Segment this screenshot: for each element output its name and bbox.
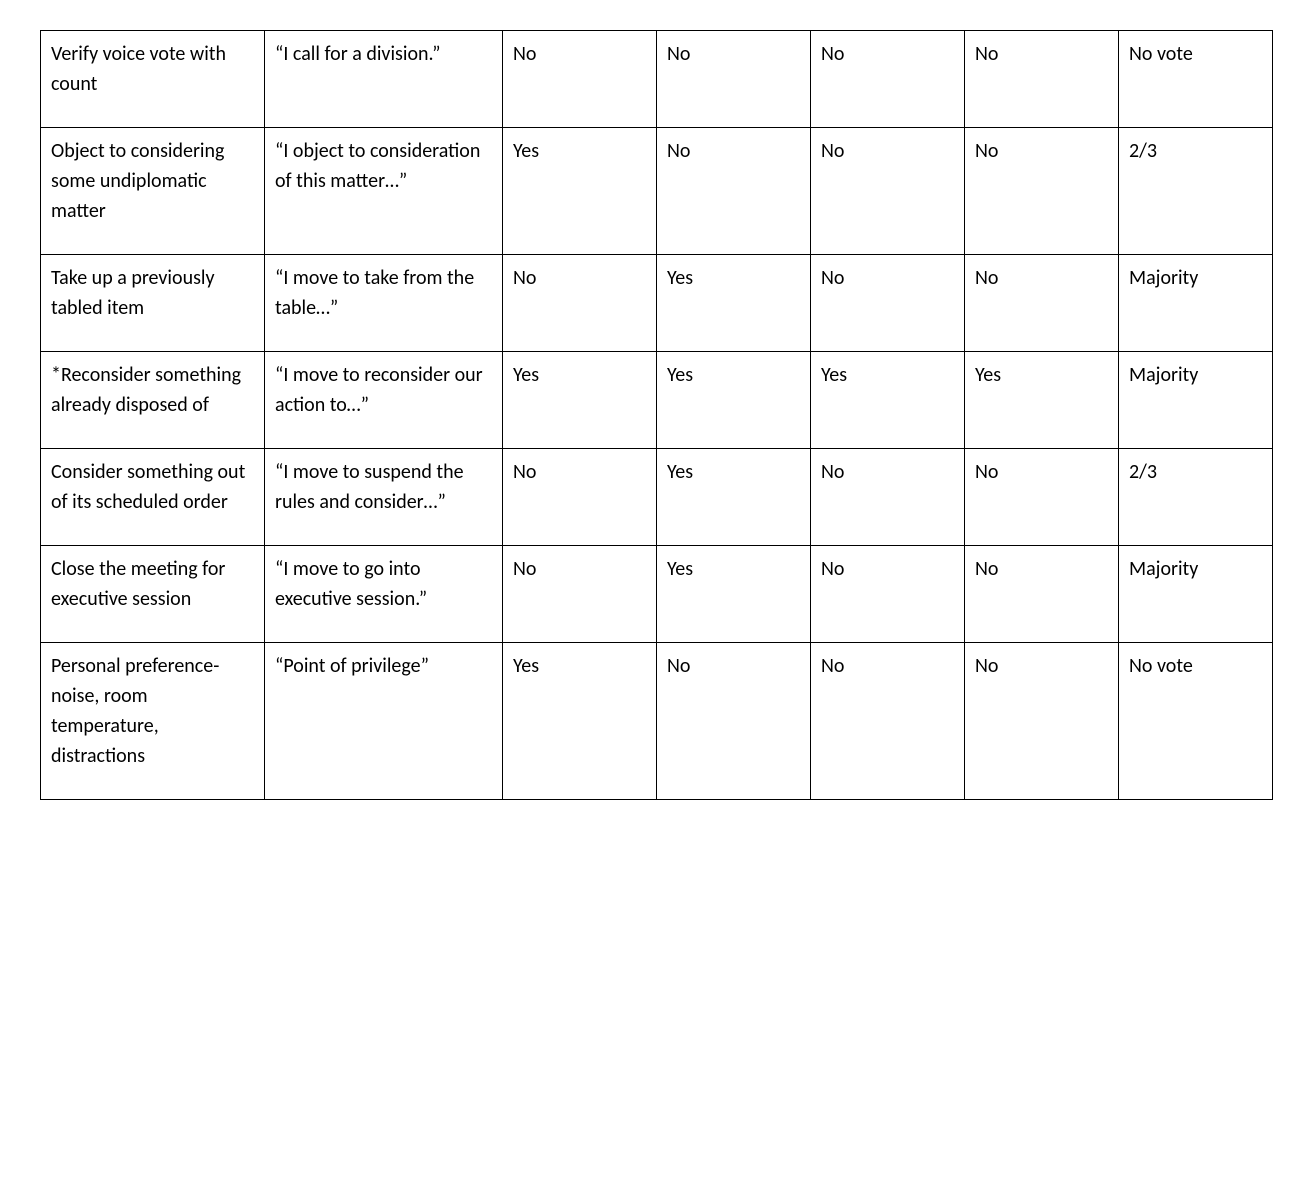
action-cell: Verify voice vote with count [41,31,265,128]
col6-cell: No [964,449,1118,546]
table-row: Close the meeting for executive session … [41,546,1273,643]
col6-cell: No [964,546,1118,643]
col5-cell: No [810,449,964,546]
vote-cell: No vote [1118,31,1272,128]
col4-cell: Yes [656,449,810,546]
table-row: Personal preference- noise, room tempera… [41,643,1273,800]
say-cell: “Point of privilege” [264,643,502,800]
action-cell: Close the meeting for executive session [41,546,265,643]
say-cell: “I call for a division.” [264,31,502,128]
action-cell: *Reconsider something already disposed o… [41,352,265,449]
col3-cell: Yes [502,643,656,800]
col3-cell: No [502,546,656,643]
vote-cell: Majority [1118,546,1272,643]
col4-cell: No [656,643,810,800]
col6-cell: Yes [964,352,1118,449]
vote-cell: Majority [1118,352,1272,449]
say-cell: “I move to reconsider our action to…” [264,352,502,449]
say-cell: “I move to suspend the rules and conside… [264,449,502,546]
say-cell: “I move to take from the table…” [264,255,502,352]
say-cell: “I move to go into executive session.” [264,546,502,643]
motions-table-body: Verify voice vote with count “I call for… [41,31,1273,800]
action-cell: Personal preference- noise, room tempera… [41,643,265,800]
col6-cell: No [964,31,1118,128]
col5-cell: No [810,546,964,643]
col6-cell: No [964,255,1118,352]
col4-cell: No [656,31,810,128]
col6-cell: No [964,128,1118,255]
vote-cell: No vote [1118,643,1272,800]
say-cell: “I object to consideration of this matte… [264,128,502,255]
col3-cell: No [502,255,656,352]
col4-cell: Yes [656,255,810,352]
col5-cell: No [810,643,964,800]
col5-cell: No [810,31,964,128]
col5-cell: No [810,255,964,352]
col3-cell: Yes [502,128,656,255]
col5-cell: Yes [810,352,964,449]
col3-cell: No [502,449,656,546]
col4-cell: No [656,128,810,255]
table-row: Consider something out of its scheduled … [41,449,1273,546]
table-row: *Reconsider something already disposed o… [41,352,1273,449]
col5-cell: No [810,128,964,255]
col3-cell: No [502,31,656,128]
table-row: Object to considering some undiplomatic … [41,128,1273,255]
col6-cell: No [964,643,1118,800]
vote-cell: 2/3 [1118,128,1272,255]
col4-cell: Yes [656,352,810,449]
col3-cell: Yes [502,352,656,449]
vote-cell: 2/3 [1118,449,1272,546]
table-row: Verify voice vote with count “I call for… [41,31,1273,128]
vote-cell: Majority [1118,255,1272,352]
action-cell: Object to considering some undiplomatic … [41,128,265,255]
action-cell: Take up a previously tabled item [41,255,265,352]
action-cell: Consider something out of its scheduled … [41,449,265,546]
motions-table: Verify voice vote with count “I call for… [40,30,1273,800]
table-row: Take up a previously tabled item “I move… [41,255,1273,352]
col4-cell: Yes [656,546,810,643]
